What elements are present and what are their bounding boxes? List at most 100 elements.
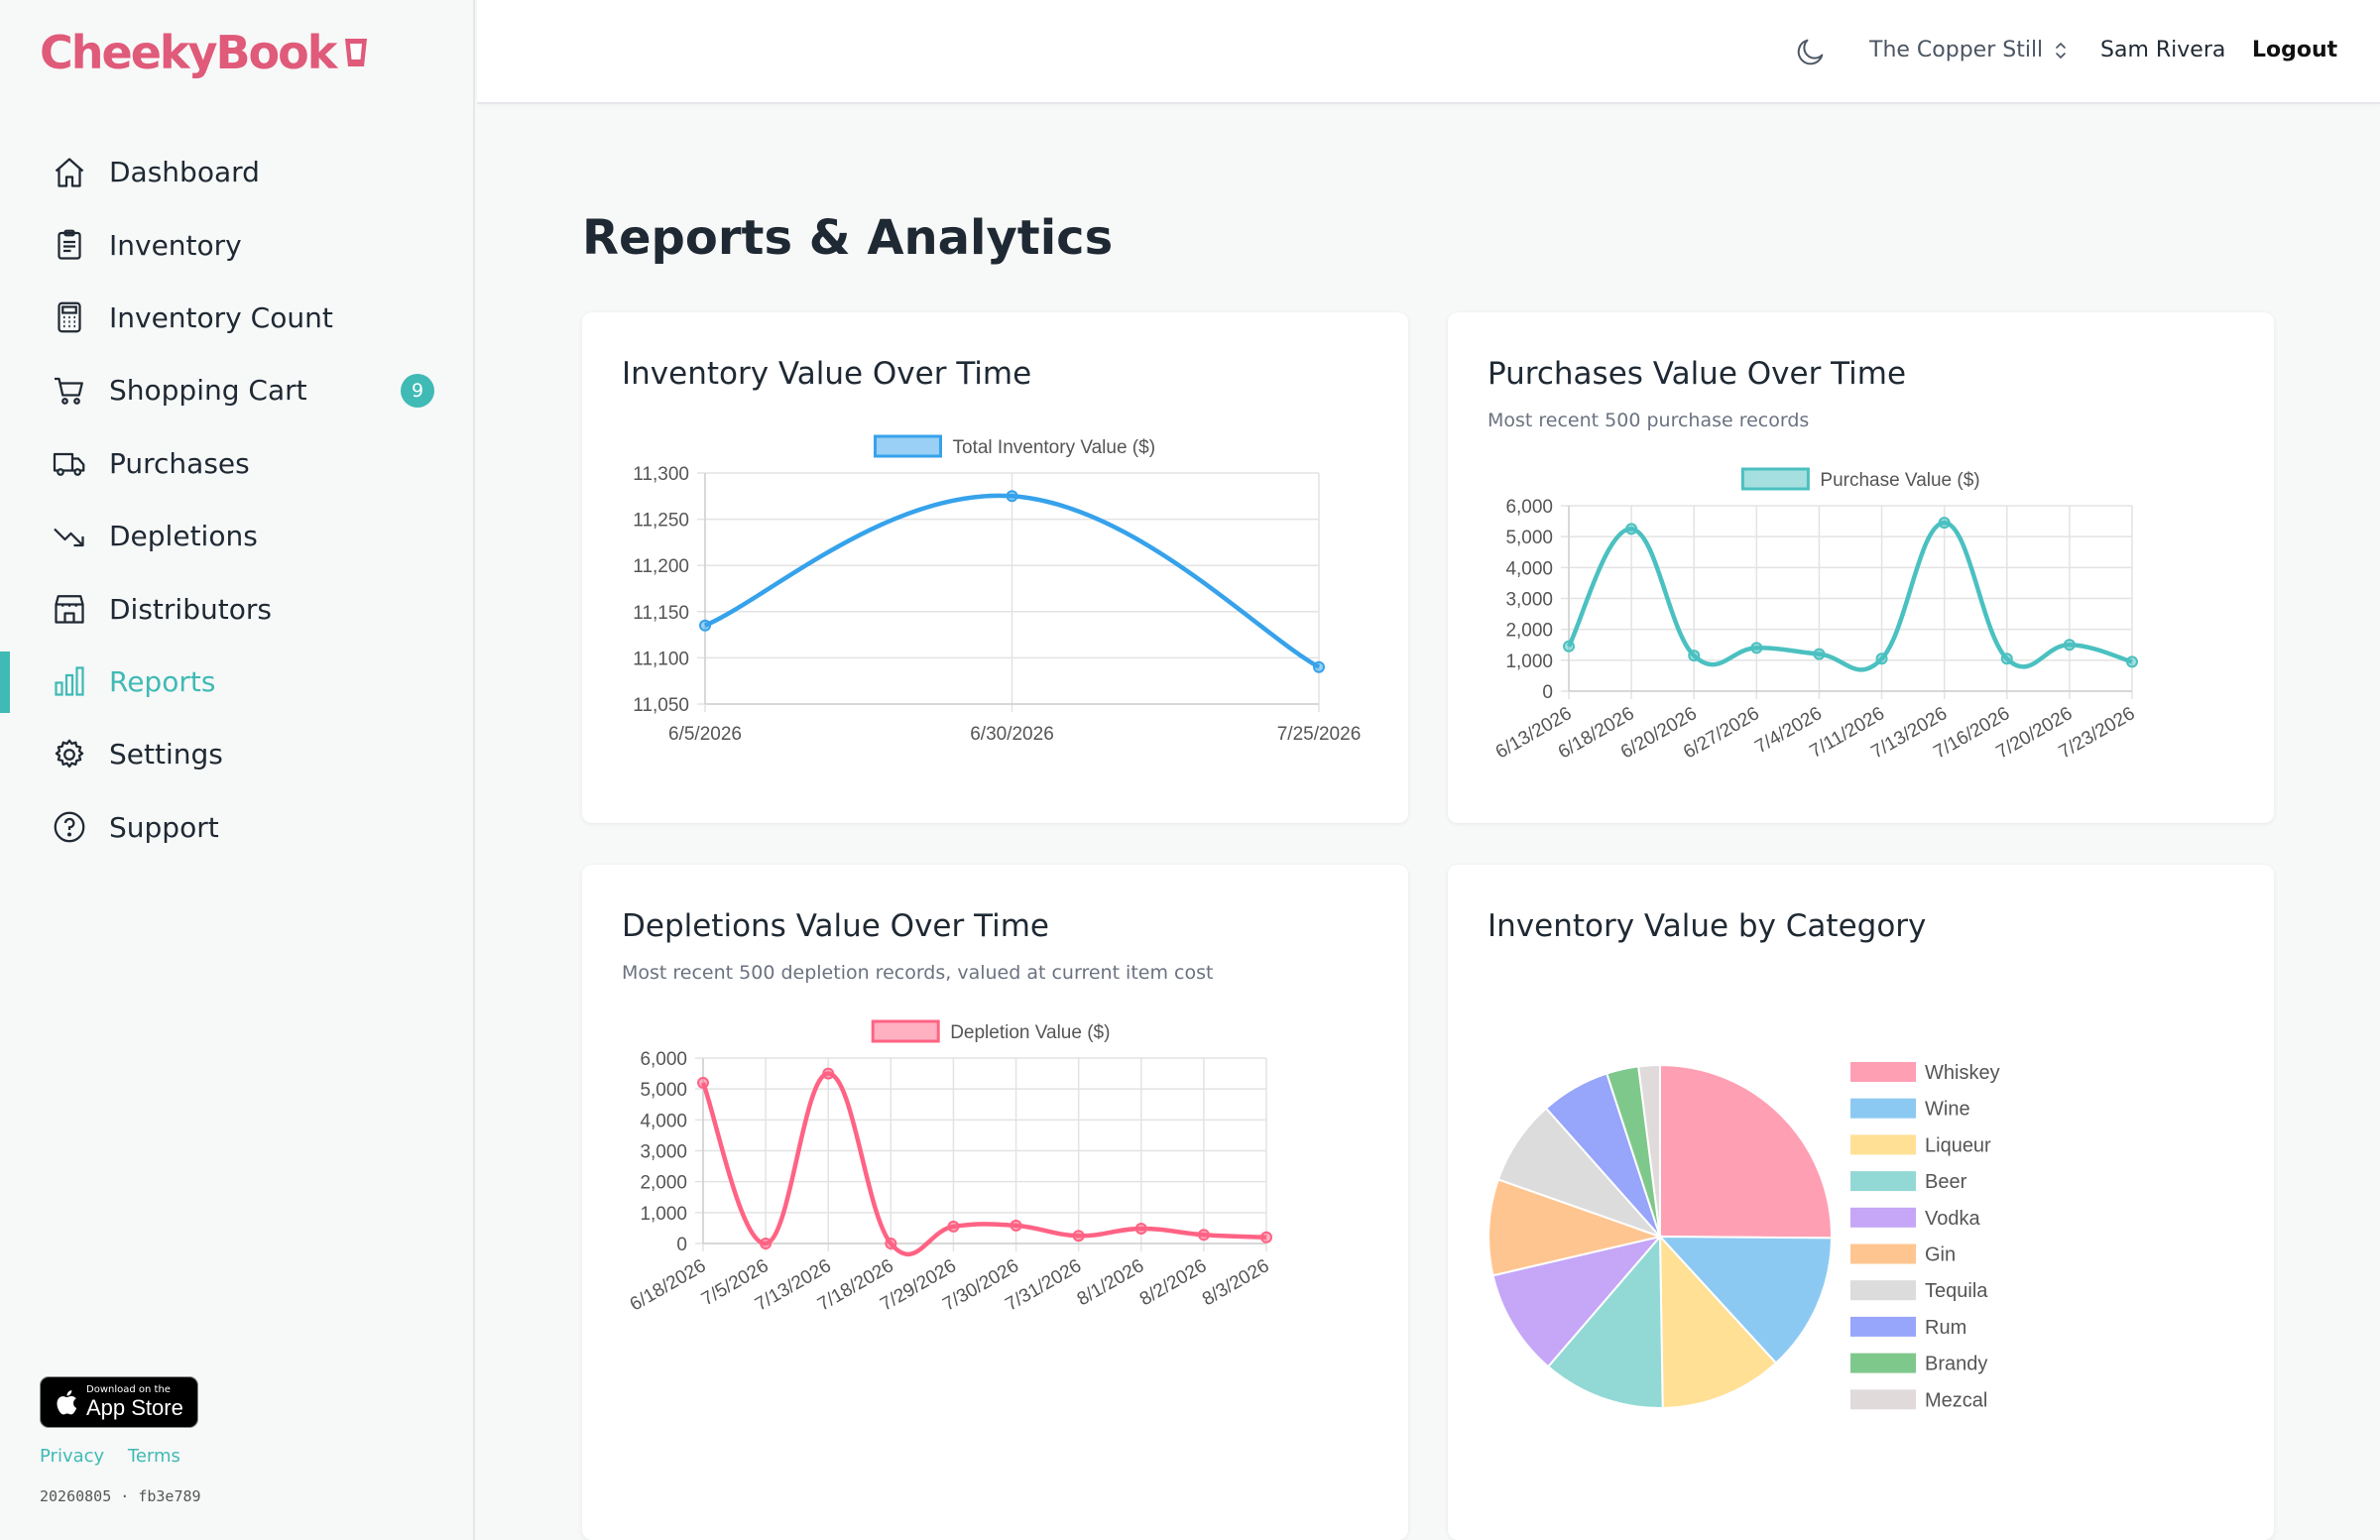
purchases-value-chart: Purchase Value ($) 0 1,000 2,000 3,000 4,000 5… [1492, 467, 2139, 764]
sidebar-item-label: Distributors [109, 592, 272, 626]
card-subtitle: Most recent 500 purchase records [1488, 410, 1810, 431]
y-tick-label: 0 [676, 1235, 687, 1255]
card-title: Depletions Value Over Time [622, 908, 1049, 944]
data-point [1688, 650, 1701, 662]
y-tick-label: 2,000 [1505, 621, 1553, 642]
x-tick-label: 7/25/2026 [1277, 724, 1362, 745]
legend-swatch [871, 1019, 940, 1043]
clipboard-icon [52, 227, 87, 263]
cup-icon [345, 39, 368, 66]
y-tick-label: 11,050 [633, 695, 689, 716]
home-icon [52, 155, 87, 190]
depletions-value-card: Depletions Value Over Time Most recent 5… [582, 865, 1408, 1540]
legal-links: Privacy Terms [40, 1446, 198, 1467]
data-point [699, 619, 711, 632]
sidebar-item-settings[interactable]: Settings [0, 718, 475, 790]
data-point [1625, 523, 1638, 535]
help-circle-icon [52, 809, 87, 845]
data-point [2000, 652, 2013, 665]
card-title: Inventory Value by Category [1488, 908, 1927, 944]
y-tick-label: 1,000 [640, 1204, 687, 1225]
legend-swatch [1850, 1316, 1916, 1337]
y-tick-label: 1,000 [1505, 652, 1553, 672]
sidebar-item-label: Support [109, 810, 219, 844]
sidebar-item-reports[interactable]: Reports [0, 646, 475, 718]
gear-icon [52, 737, 87, 772]
y-tick-label: 11,200 [633, 556, 689, 577]
y-tick-label: 5,000 [640, 1080, 687, 1101]
card-title: Purchases Value Over Time [1488, 356, 1907, 392]
x-tick-label: 6/5/2026 [668, 724, 742, 745]
data-point [2063, 639, 2076, 652]
data-point [1875, 652, 1888, 665]
y-tick-label: 6,000 [1505, 497, 1553, 518]
inventory-value-card: Inventory Value Over Time Total Inventor… [582, 312, 1408, 823]
terms-link[interactable]: Terms [127, 1446, 180, 1467]
sidebar-item-label: Depletions [109, 520, 258, 553]
card-subtitle: Most recent 500 depletion records, value… [622, 962, 1214, 984]
sidebar-item-depletions[interactable]: Depletions [0, 500, 475, 572]
legend-swatch [1850, 1389, 1916, 1410]
sidebar-item-label: Settings [109, 738, 223, 771]
legend-label: Rum [1925, 1317, 1966, 1339]
legend-label: Vodka [1925, 1208, 1980, 1230]
sidebar-item-inventory[interactable]: Inventory [0, 208, 475, 281]
pie-slice [1658, 1234, 1778, 1409]
pie-slice [1488, 1178, 1664, 1277]
build-version: 20260805 · fb3e789 [40, 1487, 201, 1505]
logout-button[interactable]: Logout [2252, 38, 2338, 62]
legend-swatch [874, 434, 942, 458]
sidebar-item-label: Inventory Count [109, 300, 333, 334]
sidebar-item-label: Purchases [109, 446, 250, 480]
sidebar-nav: Dashboard Inventory Inventory Count Shop… [0, 136, 475, 864]
legend-swatch [1850, 1280, 1916, 1301]
calculator-icon [52, 299, 87, 335]
app-store-button[interactable]: Download on the App Store [40, 1376, 198, 1428]
data-point [1563, 640, 1575, 652]
y-tick-label: 3,000 [640, 1142, 687, 1163]
chevron-up-down-icon [2056, 42, 2066, 59]
sidebar-item-shopping-cart[interactable]: Shopping Cart 9 [0, 354, 475, 426]
data-point [885, 1238, 897, 1249]
data-point [1072, 1230, 1085, 1243]
series-line [1566, 520, 2133, 672]
moon-icon[interactable] [1794, 35, 1828, 68]
legend-label: Tequila [1925, 1280, 1988, 1302]
pie-slice [1491, 1235, 1663, 1368]
data-point [1813, 648, 1826, 660]
legend-swatch [1850, 1062, 1916, 1082]
depletions-value-chart: Depletion Value ($) 0 1,000 2,000 3,000 4,000… [627, 1019, 1273, 1316]
data-point [1010, 1219, 1022, 1232]
data-point [697, 1076, 709, 1089]
brand-logo[interactable]: CheekyBook [40, 26, 369, 79]
cart-icon [52, 373, 87, 409]
sidebar-item-label: Reports [109, 664, 216, 698]
legend-swatch [1850, 1244, 1916, 1264]
legend-label: Depletion Value ($) [950, 1022, 1110, 1043]
privacy-link[interactable]: Privacy [40, 1446, 105, 1467]
sidebar-item-distributors[interactable]: Distributors [0, 572, 475, 645]
legend-label: Purchase Value ($) [1820, 470, 1979, 491]
apple-icon [57, 1390, 77, 1415]
sidebar-item-purchases[interactable]: Purchases [0, 427, 475, 500]
y-tick-label: 11,250 [633, 511, 689, 532]
x-tick-label: 8/2/2026 [1136, 1255, 1211, 1310]
data-point [1938, 517, 1951, 530]
brand-name: CheekyBook [40, 26, 337, 79]
card-title: Inventory Value Over Time [622, 356, 1032, 392]
pie-slice [1659, 1063, 1833, 1240]
legend-swatch [1850, 1098, 1916, 1119]
legend-label: Beer [1925, 1171, 1967, 1193]
y-tick-label: 11,300 [633, 464, 689, 485]
bar-chart-icon [52, 663, 87, 699]
legend-swatch [1850, 1134, 1916, 1155]
sidebar-item-dashboard[interactable]: Dashboard [0, 136, 475, 208]
y-tick-label: 6,000 [640, 1049, 687, 1070]
series-line [700, 1071, 1267, 1257]
sidebar-item-support[interactable]: Support [0, 791, 475, 864]
venue-selector[interactable]: The Copper Still [1869, 38, 2069, 62]
legend-label: Brandy [1925, 1354, 1987, 1375]
sidebar-item-inventory-count[interactable]: Inventory Count [0, 282, 475, 354]
user-name[interactable]: Sam Rivera [2100, 38, 2226, 62]
data-point [1134, 1223, 1147, 1236]
